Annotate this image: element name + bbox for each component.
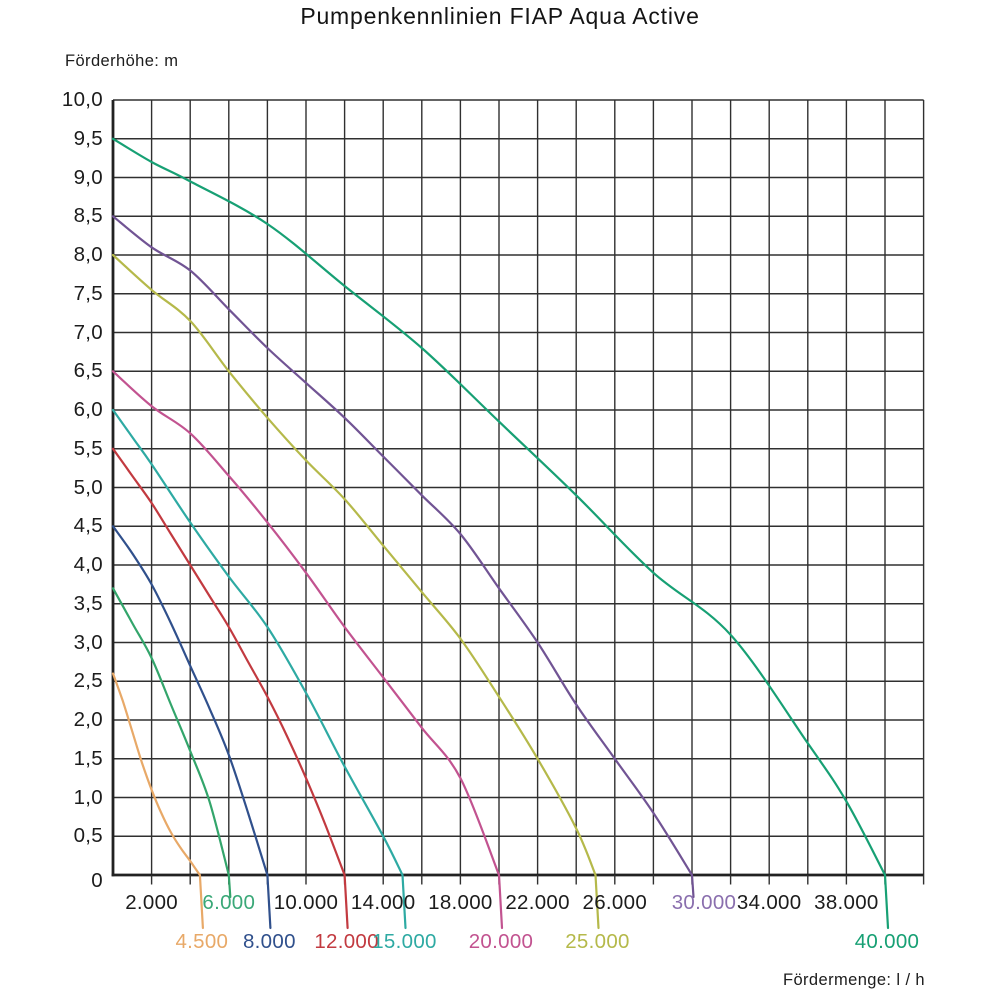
- x-tick-label: 22.000: [505, 891, 570, 914]
- x-tick-label: 6.000: [202, 891, 256, 914]
- curve-12000: [111, 447, 349, 930]
- curve-25000: [111, 253, 600, 930]
- x-tick-label: 30.000: [671, 891, 737, 914]
- curve-label-4500: 4.500: [175, 930, 229, 953]
- curve-40000: [111, 137, 890, 930]
- curve-label-15000: 15.000: [372, 930, 437, 953]
- origin-label: 0: [91, 869, 103, 892]
- y-tick-label: 5,5: [73, 436, 103, 460]
- x-tick-label: 14.000: [350, 891, 416, 914]
- y-tick-label: 4,5: [73, 514, 103, 538]
- curve-label-20000: 20.000: [468, 930, 534, 953]
- y-tick-label: 4,0: [73, 553, 103, 576]
- y-tick-label: 1,5: [73, 746, 103, 770]
- y-tick-label: 3,5: [73, 591, 103, 615]
- y-tick-label: 6,0: [73, 398, 103, 421]
- y-tick-label: 10,0: [61, 88, 103, 111]
- curve-label-12000: 12.000: [314, 930, 379, 953]
- curve-4500: [111, 672, 204, 930]
- curve-label-25000: 25.000: [565, 930, 630, 953]
- y-tick-label: 6,5: [73, 359, 103, 383]
- x-tick-label: 26.000: [582, 891, 648, 914]
- y-tick-label: 3,0: [73, 630, 103, 654]
- page-title: Pumpenkennlinien FIAP Aqua Active: [300, 3, 700, 29]
- x-tick-label: 2.000: [125, 891, 178, 914]
- y-tick-label: 8,5: [73, 204, 103, 228]
- y-tick-label: 9,0: [73, 165, 103, 189]
- y-axis-unit-label: Förderhöhe: m: [65, 52, 179, 70]
- x-tick-label: 10.000: [273, 891, 339, 914]
- y-tick-label: 0,5: [73, 824, 103, 848]
- y-tick-label: 1,0: [73, 785, 103, 809]
- y-tick-label: 7,5: [73, 281, 103, 305]
- curve-8000: [111, 525, 272, 930]
- curve-6000: [111, 587, 232, 899]
- x-axis-unit-label: Fördermenge: l / h: [782, 971, 925, 989]
- x-tick-label: 38.000: [814, 891, 879, 914]
- curve-20000: [111, 370, 504, 930]
- y-tick-label: 2,5: [73, 669, 103, 693]
- curve-15000: [111, 408, 407, 930]
- curve-label-8000: 8.000: [242, 930, 296, 953]
- x-tick-label: 18.000: [428, 891, 493, 914]
- y-tick-label: 2,0: [73, 708, 103, 731]
- curve-label-40000: 40.000: [854, 930, 920, 953]
- y-tick-label: 9,5: [73, 126, 103, 150]
- y-tick-label: 5,0: [73, 475, 103, 499]
- y-tick-label: 7,0: [73, 320, 103, 344]
- y-tick-label: 8,0: [73, 243, 103, 266]
- curve-30000: [111, 215, 695, 899]
- x-tick-label: 34.000: [736, 891, 802, 914]
